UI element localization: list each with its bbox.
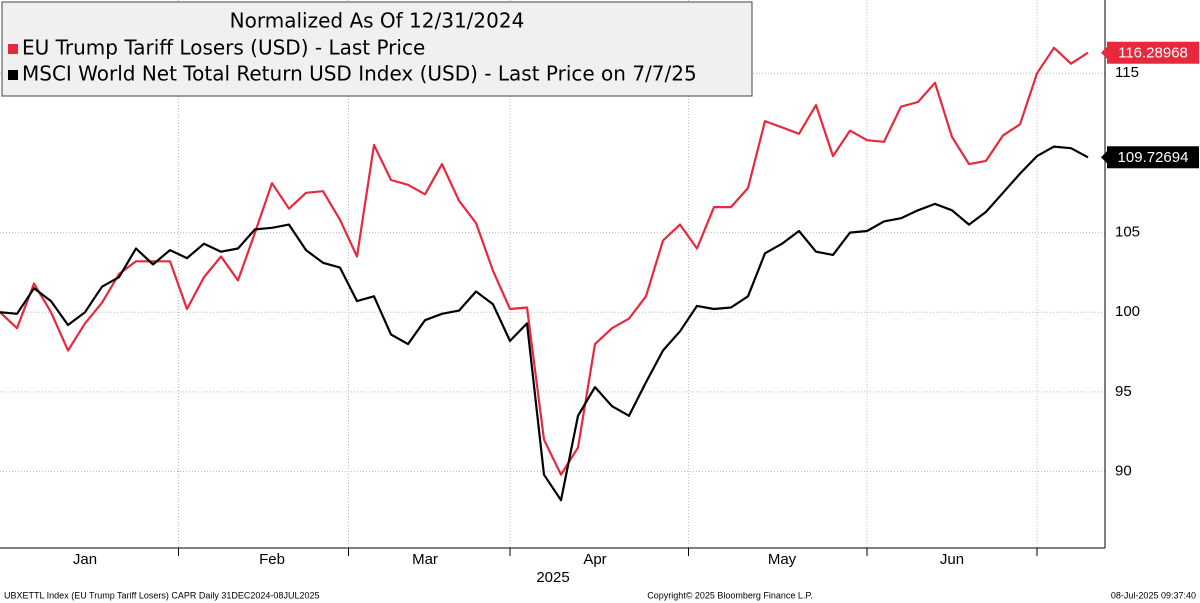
y-tick-label: 115 (1115, 64, 1139, 81)
x-tick-label: Feb (259, 551, 285, 568)
legend: Normalized As Of 12/31/2024 EU Trump Tari… (1, 1, 753, 97)
last-value-label: 116.28968 (1118, 45, 1188, 62)
last-value-label: 109.72694 (1118, 149, 1189, 166)
legend-swatch (8, 70, 18, 80)
legend-swatch (8, 44, 18, 54)
x-tick-label: Mar (412, 551, 438, 568)
footer-center: Copyright© 2025 Bloomberg Finance L.P. (647, 590, 813, 600)
x-tick-label: Jan (73, 551, 97, 568)
footer-left: UBXETTL Index (EU Trump Tariff Losers) C… (4, 590, 319, 600)
y-tick-label: 95 (1115, 383, 1132, 400)
y-tick-label: 90 (1115, 463, 1132, 480)
last-value-pointer (1101, 46, 1107, 59)
series-line (0, 46, 1089, 476)
footer-right: 08-Jul-2025 09:37:40 (1111, 590, 1196, 600)
last-value-box (1107, 146, 1199, 169)
legend-title: Normalized As Of 12/31/2024 (230, 9, 525, 33)
x-axis-label: 2025 (536, 569, 569, 586)
y-tick-label: 100 (1115, 303, 1140, 320)
y-tick-label: 105 (1115, 224, 1140, 241)
x-tick-label: Jun (940, 551, 964, 568)
last-value-box (1107, 41, 1199, 64)
last-value-pointer (1101, 151, 1107, 164)
series-line (0, 145, 1089, 502)
x-tick-label: Apr (583, 551, 606, 568)
legend-label: EU Trump Tariff Losers (USD) - Last Pric… (22, 36, 425, 60)
legend-label: MSCI World Net Total Return USD Index (U… (22, 62, 697, 86)
x-tick-label: May (768, 551, 797, 568)
legend-box (1, 1, 753, 97)
